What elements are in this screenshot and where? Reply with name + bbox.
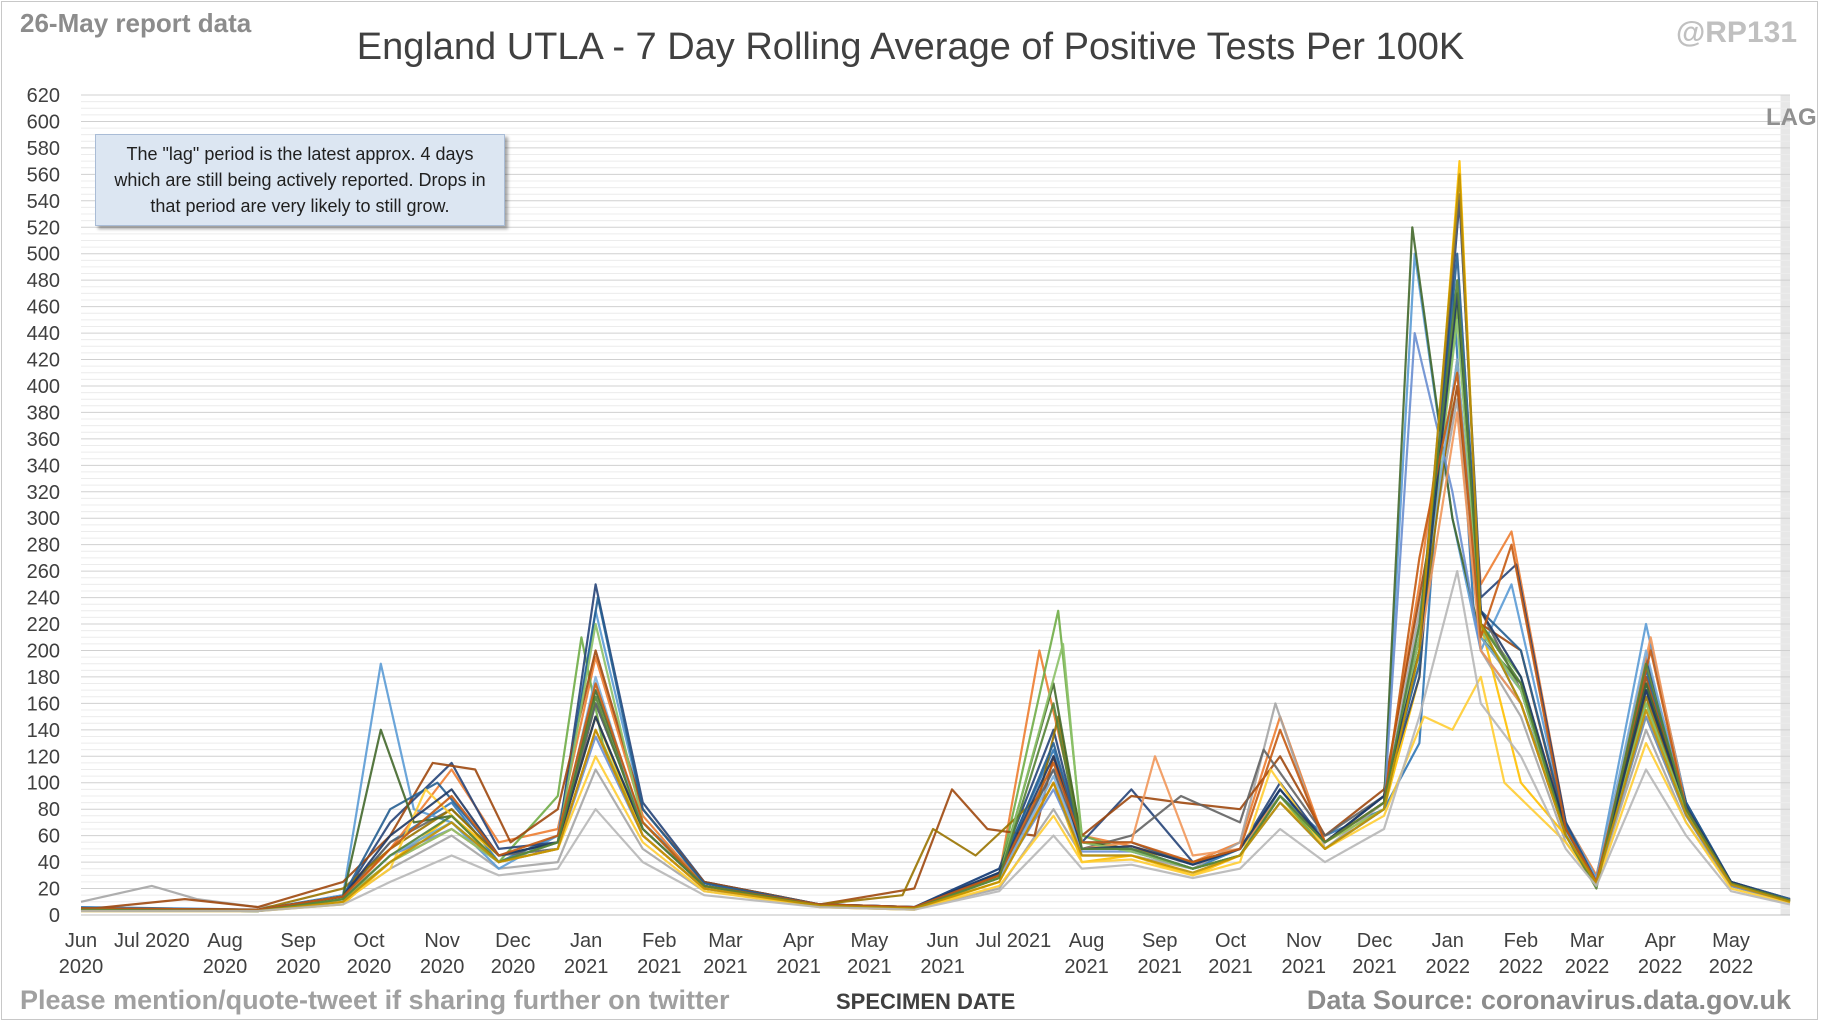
y-tick-label: 140 xyxy=(27,720,60,742)
y-tick-label: 460 xyxy=(27,297,60,319)
y-tick-label: 280 xyxy=(27,535,60,557)
y-tick-label: 200 xyxy=(27,640,60,662)
y-tick-label: 520 xyxy=(27,217,60,239)
y-tick-label: 600 xyxy=(27,111,60,133)
y-tick-label: 320 xyxy=(27,482,60,504)
y-tick-label: 0 xyxy=(49,905,60,927)
x-tick-labels: Jun 2020 Jul 2020 Aug 2020 Sep 2020 Oct 2020 Nov 2… xyxy=(59,930,1753,978)
series-line-16 xyxy=(80,358,1791,913)
y-tick-label: 20 xyxy=(38,879,60,901)
x-tick-label: Jul 2020 xyxy=(114,930,190,952)
x-tick-label: Jan 2022 xyxy=(1425,930,1470,978)
x-tick-label: Dec 2020 xyxy=(491,930,536,978)
y-tick-label: 180 xyxy=(27,667,60,689)
y-tick-label: 560 xyxy=(27,164,60,186)
x-tick-label: Aug 2021 xyxy=(1064,930,1109,978)
y-tick-label: 420 xyxy=(27,350,60,372)
x-tick-label: Feb 2022 xyxy=(1499,930,1544,978)
x-tick-label: Mar 2022 xyxy=(1565,930,1610,978)
y-tick-label: 340 xyxy=(27,455,60,477)
x-tick-label: Apr 2021 xyxy=(776,930,821,978)
series-line-10 xyxy=(80,358,1791,911)
y-tick-label: 260 xyxy=(27,561,60,583)
series-line-1 xyxy=(80,279,1791,911)
series-line-22 xyxy=(81,570,1791,913)
y-tick-label: 580 xyxy=(27,138,60,160)
y-tick-label: 400 xyxy=(27,376,60,398)
data-source-text: Data Source: coronavirus.data.gov.uk xyxy=(1306,985,1791,1015)
y-tick-label: 540 xyxy=(27,191,60,213)
x-tick-label: Sep 2020 xyxy=(276,930,321,978)
y-tick-label: 160 xyxy=(27,693,60,715)
series-line-7 xyxy=(80,199,1791,911)
y-tick-label: 300 xyxy=(27,508,60,530)
x-tick-label: Oct 2021 xyxy=(1208,930,1253,978)
y-tick-label: 220 xyxy=(27,614,60,636)
series-line-13 xyxy=(80,332,1791,913)
series-line-20 xyxy=(80,279,1791,913)
x-tick-label: Sep 2021 xyxy=(1137,930,1182,978)
x-tick-label: Nov 2021 xyxy=(1281,930,1326,978)
series-line-15 xyxy=(81,675,1791,913)
y-tick-label: 80 xyxy=(38,799,60,821)
series-line-19 xyxy=(80,371,1791,911)
report-date-label: 26-May report data xyxy=(20,8,252,38)
series-lines xyxy=(80,160,1791,913)
x-tick-label: Aug 2020 xyxy=(203,930,248,978)
x-tick-label: Jan 2021 xyxy=(564,930,609,978)
series-line-2 xyxy=(80,305,1791,911)
series-line-12 xyxy=(80,226,1791,913)
y-tick-label: 500 xyxy=(27,244,60,266)
lag-explanation-note: The "lag" period is the latest approx. 4… xyxy=(95,134,505,226)
y-tick-label: 120 xyxy=(27,746,60,768)
x-tick-label: Jun 2020 xyxy=(59,930,104,978)
x-axis-title: SPECIMEN DATE xyxy=(836,989,1016,1014)
y-tick-label: 240 xyxy=(27,588,60,610)
y-tick-label: 360 xyxy=(27,429,60,451)
author-handle: @RP131 xyxy=(1676,16,1797,49)
chart-title: England UTLA - 7 Day Rolling Average of … xyxy=(356,26,1465,68)
y-tick-labels: 0 20 40 60 80 100 120 140 160 180 200 220 240 260 280 3… xyxy=(27,85,60,927)
y-tick-label: 440 xyxy=(27,323,60,345)
y-tick-label: 40 xyxy=(38,852,60,874)
x-tick-label: Jul 2021 xyxy=(976,930,1052,952)
x-tick-label: Apr 2022 xyxy=(1638,930,1683,978)
x-tick-label: May 2022 xyxy=(1709,930,1754,978)
x-tick-label: Jun 2021 xyxy=(920,930,965,978)
x-tick-label: Feb 2021 xyxy=(637,930,682,978)
share-request-text: Please mention/quote-tweet if sharing fu… xyxy=(20,985,730,1015)
series-line-21 xyxy=(81,173,1791,913)
y-tick-label: 620 xyxy=(27,85,60,107)
y-tick-label: 100 xyxy=(27,773,60,795)
x-tick-label: Mar 2021 xyxy=(703,930,748,978)
x-tick-label: May 2021 xyxy=(847,930,892,978)
x-tick-label: Dec 2021 xyxy=(1352,930,1397,978)
x-tick-label: Oct 2020 xyxy=(347,930,392,978)
x-tick-label: Nov 2020 xyxy=(420,930,465,978)
y-tick-label: 380 xyxy=(27,402,60,424)
y-tick-label: 480 xyxy=(27,270,60,292)
y-tick-label: 60 xyxy=(38,826,60,848)
lag-label: LAG xyxy=(1766,104,1817,131)
series-line-6 xyxy=(80,305,1791,913)
